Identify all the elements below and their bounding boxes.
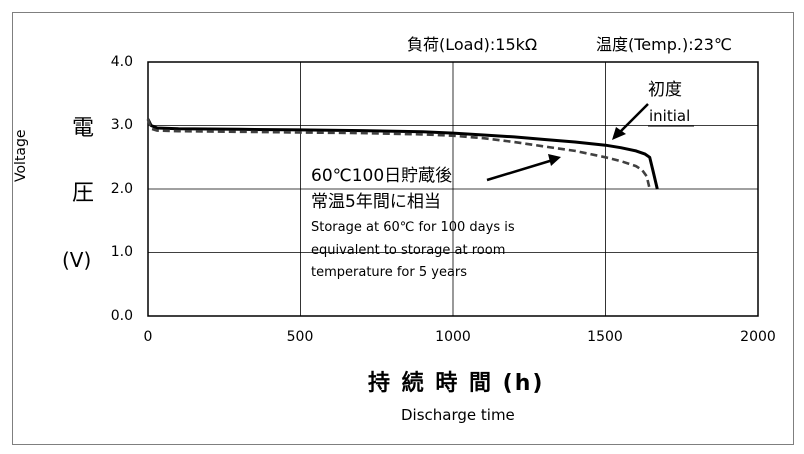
initial-arrow-shaft [617, 103, 649, 135]
x-tick-label: 1000 [435, 329, 471, 345]
y-tick-label: 1.0 [110, 244, 133, 260]
series-layer [146, 118, 659, 190]
y-axis-label-jp-1: 電 [72, 116, 95, 141]
legend-initial-jp: 初度 [648, 80, 682, 100]
annotation-arrows [486, 103, 694, 182]
header-load: 負荷(Load):15kΩ [407, 35, 538, 54]
storage-note-en-2: equivalent to storage at room [311, 243, 506, 258]
series-line-storage [146, 118, 651, 190]
initial-arrow-head [612, 127, 626, 140]
storage-note-en-1: Storage at 60℃ for 100 days is [311, 220, 515, 235]
plot-area [147, 61, 759, 317]
y-tick-label: 0.0 [110, 308, 133, 324]
y-axis-label-en: Voltage [13, 129, 29, 182]
y-axis-unit: (V) [62, 248, 92, 272]
legend-initial-en: initial [649, 107, 691, 125]
storage-arrow-head [548, 154, 561, 166]
chart-frame [12, 12, 794, 445]
x-tick-label: 2000 [740, 329, 776, 345]
x-tick-label: 1500 [587, 329, 623, 345]
header-temp: 温度(Temp.):23℃ [596, 35, 732, 54]
storage-note-en-3: temperature for 5 years [311, 265, 468, 280]
x-axis-label-jp: 持 続 時 間 (h) [368, 371, 545, 396]
series-line-initial [146, 118, 659, 190]
y-tick-label: 4.0 [110, 54, 133, 70]
y-tick-label: 3.0 [110, 117, 133, 133]
y-axis-label-jp-2: 圧 [72, 181, 95, 206]
storage-arrow-shaft [486, 158, 554, 182]
x-tick-label: 500 [286, 329, 314, 345]
x-axis-label-en: Discharge time [401, 406, 515, 424]
x-tick-label: 0 [143, 329, 153, 345]
y-tick-label: 2.0 [110, 181, 133, 197]
storage-note-jp-2: 常温5年間に相当 [311, 192, 441, 212]
storage-note-jp-1: 60℃100日貯蔵後 [311, 166, 453, 186]
